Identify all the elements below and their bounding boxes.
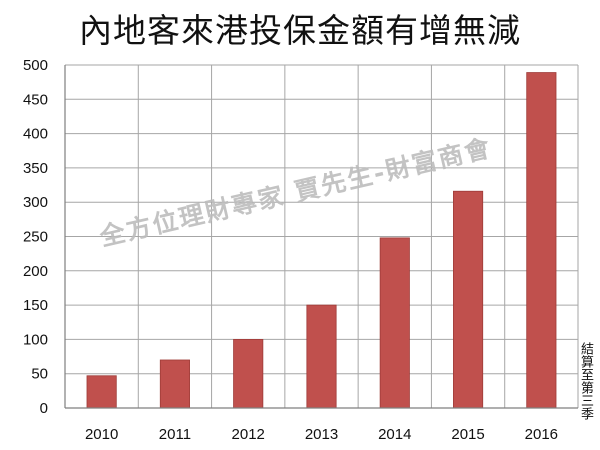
annotation-note: 結算至第三季 (578, 342, 593, 420)
gridlines (64, 64, 579, 409)
chart-title: 內地客來港投保金額有增無減 (79, 11, 521, 50)
bar-2013 (306, 304, 337, 409)
y-tick-label: 500 (23, 57, 48, 74)
bar-2012 (233, 338, 264, 409)
y-tick-label: 350 (23, 160, 48, 177)
x-tick-label: 2012 (232, 426, 265, 443)
x-tick-label: 2011 (159, 426, 191, 443)
y-tick-label: 0 (40, 400, 48, 417)
y-tick-label: 50 (31, 366, 48, 383)
x-tick-label: 2010 (85, 426, 118, 443)
x-tick-label: 2014 (378, 426, 411, 443)
bar-2014 (379, 237, 410, 409)
axes (64, 65, 578, 409)
bars (86, 72, 557, 409)
tick-labels: 0 50 100 150 200 250 300 350 400 450 500 2010 2011 20… (23, 57, 558, 443)
bar-2016 (526, 72, 557, 409)
x-tick-label: 2016 (525, 426, 558, 443)
bar-2010 (86, 375, 117, 409)
y-tick-label: 100 (23, 331, 48, 348)
x-tick-label: 2015 (451, 426, 484, 443)
y-tick-label: 250 (23, 229, 48, 246)
bar-2011 (159, 359, 190, 409)
y-tick-label: 300 (23, 194, 48, 211)
y-tick-label: 400 (23, 126, 48, 143)
x-tick-label: 2013 (305, 426, 338, 443)
y-tick-label: 150 (23, 297, 48, 314)
y-tick-label: 450 (23, 91, 48, 108)
bar-2015 (453, 190, 484, 409)
y-tick-label: 200 (23, 263, 48, 280)
